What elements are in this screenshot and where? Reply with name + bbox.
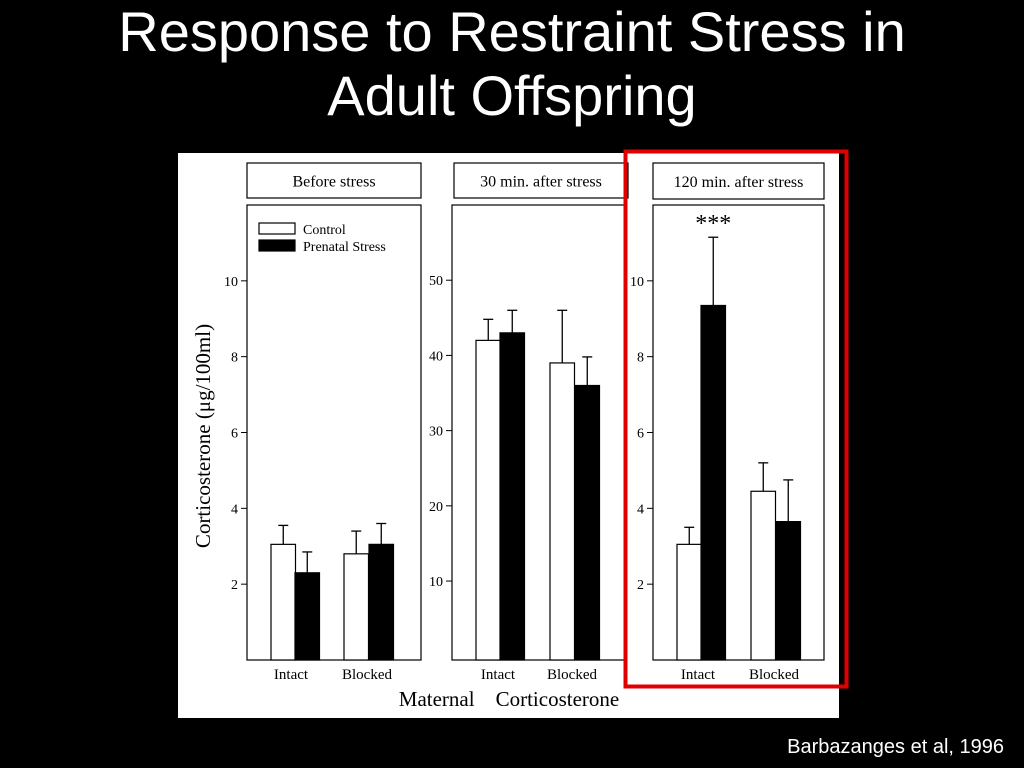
y-tick-label: 8 (231, 351, 238, 366)
slide-title: Response to Restraint Stress in Adult Of… (0, 0, 1024, 128)
bar-control (270, 543, 297, 661)
panel-1: Before stress 2 4 6 8 10 Intact Blocked Control P… (224, 162, 422, 683)
panel-title: Before stress (292, 174, 375, 191)
y-tick-label: 40 (429, 349, 443, 364)
bar-control (549, 362, 576, 661)
panel-3: 120 min. after stress 2 4 6 8 10 Intact Blocked… (630, 162, 825, 683)
category-label: Blocked (342, 667, 392, 683)
bar-prenatal-stress (368, 543, 395, 661)
bar-prenatal-stress (775, 521, 802, 661)
category-label: Blocked (547, 667, 597, 683)
slide-title-line-1: Response to Restraint Stress in (118, 0, 906, 63)
panel-title-box (453, 162, 629, 199)
panel-title-box (246, 162, 422, 199)
category-label: Blocked (749, 667, 799, 683)
significance-marker: *** (695, 211, 731, 237)
bar-prenatal-stress (700, 304, 727, 661)
y-tick-label: 10 (630, 275, 644, 290)
y-tick-label: 10 (224, 275, 238, 290)
corticosterone-bar-charts: Corticosterone (μg/100ml) Maternal Corti… (191, 162, 825, 711)
legend-label: Prenatal Stress (303, 240, 386, 255)
y-tick-label: 8 (637, 351, 644, 366)
figure-image: Corticosterone (μg/100ml) Maternal Corti… (178, 153, 839, 718)
y-tick-label: 6 (231, 427, 238, 442)
legend-label: Control (303, 223, 346, 238)
x-axis-label: Maternal Corticosterone (399, 687, 619, 711)
citation: Barbazanges et al, 1996 (787, 736, 1004, 758)
bar-control (750, 490, 777, 661)
slide-title-line-2: Adult Offspring (327, 64, 697, 127)
y-tick-label: 2 (637, 578, 644, 593)
legend-swatch (258, 239, 296, 252)
category-label: Intact (274, 667, 309, 683)
bar-control (343, 553, 370, 661)
bar-prenatal-stress (574, 384, 601, 661)
category-label: Intact (681, 667, 716, 683)
y-tick-label: 2 (231, 578, 238, 593)
y-tick-label: 20 (429, 500, 443, 515)
legend-swatch (258, 222, 296, 235)
y-axis-label: Corticosterone (μg/100ml) (191, 324, 215, 548)
y-tick-label: 4 (231, 502, 238, 517)
bar-control (676, 543, 703, 661)
y-tick-label: 10 (429, 575, 443, 590)
bar-control (475, 339, 502, 661)
category-label: Intact (481, 667, 516, 683)
panel-title: 30 min. after stress (480, 174, 602, 191)
y-tick-label: 6 (637, 427, 644, 442)
bar-prenatal-stress (499, 332, 526, 661)
y-tick-label: 30 (429, 425, 443, 440)
bar-prenatal-stress (294, 572, 321, 661)
y-tick-label: 4 (637, 502, 644, 517)
panel-title: 120 min. after stress (674, 174, 804, 191)
y-tick-label: 50 (429, 274, 443, 289)
panel-2: 30 min. after stress 10 20 30 40 50 Intact Bloc… (429, 162, 629, 683)
